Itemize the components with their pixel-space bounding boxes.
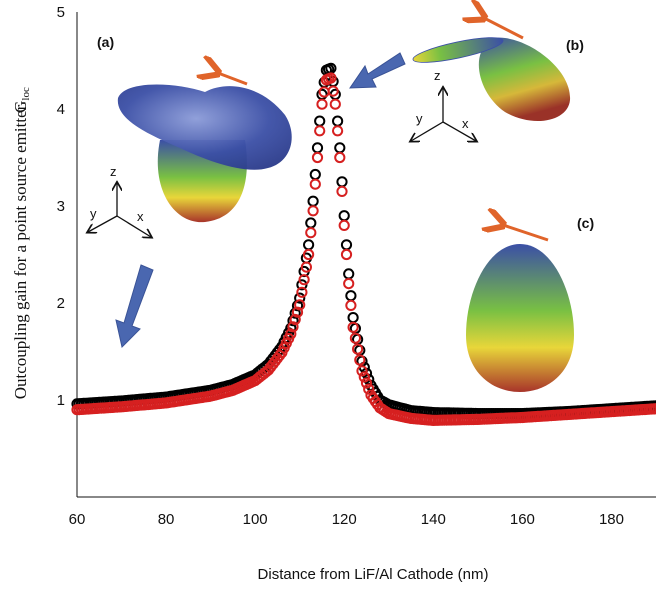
panel-label-b: (b) bbox=[566, 37, 584, 53]
y-axis-symbol-main: G bbox=[11, 101, 30, 113]
x-tick-label: 120 bbox=[332, 511, 357, 528]
y-tick-group: 1 2 3 4 5 bbox=[57, 4, 65, 409]
y-axis-title: Outcoupling gain for a point source emit… bbox=[11, 104, 30, 399]
lobe-b-body bbox=[478, 37, 571, 122]
axis-triad-a: z y x bbox=[88, 164, 151, 237]
data-point bbox=[334, 142, 346, 154]
data-point bbox=[650, 403, 656, 415]
lobe-a-disk bbox=[117, 84, 292, 170]
y-tick-label: 3 bbox=[57, 198, 65, 215]
axis-triad-b: z y x bbox=[411, 68, 476, 141]
triad-a-x-label: x bbox=[137, 209, 144, 224]
triad-a-z-label: z bbox=[110, 164, 117, 179]
data-point bbox=[360, 377, 373, 389]
data-point bbox=[314, 115, 326, 127]
data-point bbox=[287, 321, 299, 333]
panel-label-c: (c) bbox=[577, 215, 594, 231]
orange-arrow-c bbox=[503, 225, 549, 242]
triad-a-y-label: y bbox=[90, 206, 97, 221]
data-point bbox=[338, 219, 350, 231]
x-tick-label: 60 bbox=[69, 511, 86, 528]
data-point bbox=[338, 210, 350, 222]
data-point bbox=[305, 217, 317, 229]
x-tick-label: 80 bbox=[158, 511, 175, 528]
data-point bbox=[329, 98, 341, 110]
data-point bbox=[289, 313, 301, 326]
y-axis-symbol: Gloc bbox=[11, 87, 32, 113]
lobe-c-body bbox=[466, 244, 574, 392]
y-tick-label: 2 bbox=[57, 295, 65, 312]
data-point bbox=[336, 185, 348, 197]
orange-arrow-b bbox=[484, 18, 524, 40]
data-point bbox=[318, 86, 330, 98]
y-axis-symbol-sub: loc bbox=[20, 87, 32, 101]
data-point bbox=[294, 292, 306, 304]
data-point bbox=[347, 321, 359, 333]
data-point bbox=[334, 151, 346, 164]
data-point bbox=[325, 72, 337, 84]
x-tick-group: 60 80 100 120 140 160 180 bbox=[69, 511, 624, 528]
panel-label-a: (a) bbox=[97, 34, 114, 50]
data-point bbox=[349, 332, 361, 344]
triad-b-x-label: x bbox=[462, 116, 469, 131]
x-tick-label: 100 bbox=[243, 511, 268, 528]
data-point bbox=[296, 286, 308, 298]
data-point bbox=[285, 328, 297, 340]
data-point bbox=[307, 205, 319, 217]
data-point bbox=[296, 279, 308, 291]
data-point bbox=[307, 195, 319, 207]
blue-arrow-a bbox=[115, 264, 154, 348]
data-point bbox=[363, 383, 375, 395]
data-point bbox=[340, 248, 353, 261]
y-tick-label: 5 bbox=[57, 4, 65, 21]
data-point bbox=[291, 306, 304, 318]
data-point bbox=[305, 227, 317, 239]
data-point bbox=[303, 248, 315, 261]
data-point bbox=[314, 125, 326, 137]
data-point bbox=[340, 239, 353, 251]
plot-axes bbox=[76, 12, 656, 498]
data-point bbox=[332, 125, 344, 137]
x-tick-label: 140 bbox=[421, 511, 446, 528]
data-point bbox=[354, 354, 366, 366]
data-point bbox=[300, 261, 312, 273]
y-tick-label: 4 bbox=[57, 101, 65, 118]
data-point bbox=[311, 151, 324, 164]
blue-arrow-b bbox=[349, 52, 406, 89]
series-2 bbox=[71, 72, 656, 426]
x-tick-label: 180 bbox=[599, 511, 624, 528]
lobe-b-disk bbox=[412, 37, 504, 63]
data-point bbox=[358, 371, 370, 383]
data-point bbox=[309, 168, 321, 181]
triad-b-z-label: z bbox=[434, 68, 441, 83]
inset-c: (c) bbox=[466, 215, 594, 392]
x-tick-label: 160 bbox=[510, 511, 535, 528]
data-point bbox=[294, 299, 306, 311]
data-point bbox=[356, 365, 368, 377]
data-point bbox=[309, 178, 321, 190]
data-point bbox=[311, 142, 324, 154]
orange-arrow-a bbox=[218, 73, 248, 86]
data-point bbox=[316, 98, 328, 110]
data-point bbox=[345, 299, 357, 311]
data-point bbox=[298, 274, 310, 286]
data-point bbox=[347, 312, 359, 324]
data-point bbox=[303, 239, 315, 251]
inset-a: (a) z y x bbox=[88, 34, 292, 348]
y-tick-label: 1 bbox=[57, 392, 65, 409]
x-axis-title: Distance from LiF/Al Cathode (nm) bbox=[258, 566, 489, 583]
data-point bbox=[343, 278, 355, 290]
data-point bbox=[345, 290, 357, 302]
data-point bbox=[332, 115, 344, 127]
data-point bbox=[352, 343, 364, 355]
series-group bbox=[71, 62, 656, 426]
data-point bbox=[336, 176, 348, 188]
data-point bbox=[327, 85, 339, 97]
data-point bbox=[343, 268, 355, 280]
inset-b: (b) z y x bbox=[349, 18, 584, 141]
triad-b-y-label: y bbox=[416, 111, 423, 126]
